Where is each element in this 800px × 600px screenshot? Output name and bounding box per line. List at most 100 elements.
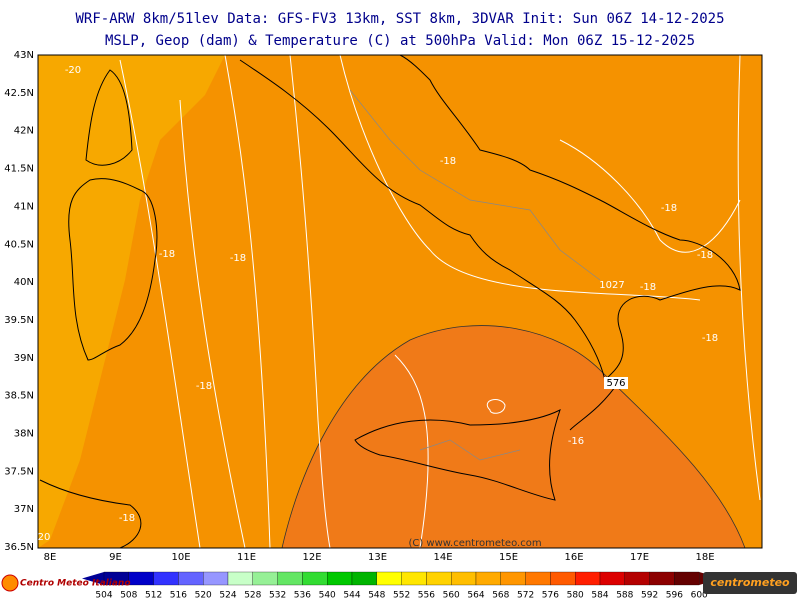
colorbar-label: 528	[244, 591, 261, 600]
colorbar-label: 524	[219, 591, 236, 600]
lon-label: 12E	[302, 552, 321, 563]
title-line1: WRF-ARW 8km/51lev Data: GFS-FV3 13km, SS…	[75, 11, 724, 27]
colorbar-swatch	[203, 571, 229, 586]
colorbar-swatch	[500, 571, 526, 586]
title-line2: MSLP, Geop (dam) & Temperature (C) at 50…	[105, 33, 695, 49]
colorbar-label: 532	[269, 591, 286, 600]
borders	[349, 89, 601, 461]
lat-label: 40N	[14, 277, 34, 288]
copyright: (C) www.centrometeo.com	[408, 538, 541, 549]
logo-left: Centro Meteo Italiano	[20, 579, 131, 589]
colorbar-swatch	[674, 571, 700, 586]
lat-label: 39N	[14, 353, 34, 364]
colorbar-swatch	[475, 571, 501, 586]
contour-label: -18	[640, 282, 656, 293]
colorbar-swatch	[426, 571, 452, 586]
lat-label: 40.5N	[4, 239, 34, 250]
colorbar-arrow	[82, 572, 104, 585]
colorbar-label: 592	[641, 591, 658, 600]
lon-label: 13E	[368, 552, 387, 563]
lon-label: 18E	[695, 552, 714, 563]
contour-label: -18	[230, 253, 246, 264]
colorbar-label: 576	[542, 591, 559, 600]
contour-label: -16	[568, 436, 584, 447]
colorbar-swatch	[178, 571, 204, 586]
contour-label: 576	[606, 378, 625, 389]
lon-label: 17E	[630, 552, 649, 563]
colorbar-swatch	[401, 571, 427, 586]
colorbar-swatch	[252, 571, 278, 586]
colorbar-label: 596	[666, 591, 683, 600]
lon-label: 10E	[171, 552, 190, 563]
colorbar-label: 544	[343, 591, 360, 600]
contour-label-box	[604, 377, 628, 389]
contour-label: -18	[697, 250, 713, 261]
map-frame	[37, 54, 763, 549]
colorbar-label: 552	[393, 591, 410, 600]
contours	[119, 54, 761, 549]
contour-label: -18	[661, 203, 677, 214]
colorbar-swatch	[376, 571, 402, 586]
colorbar-swatch	[128, 571, 154, 586]
colorbar-swatch	[227, 571, 253, 586]
colorbar-swatch	[351, 571, 377, 586]
logo-right-bg	[703, 572, 797, 594]
contour-label: -20	[65, 65, 81, 76]
lat-label: 41N	[14, 201, 34, 212]
colorbar-label: 588	[616, 591, 633, 600]
colorbar-label: 508	[120, 591, 137, 600]
colorbar-swatch	[649, 571, 675, 586]
lat-label: 37.5N	[4, 466, 34, 477]
colorbar-label: 504	[95, 591, 112, 600]
contour-label: 20	[38, 532, 51, 543]
colorbar-swatch	[550, 571, 576, 586]
lon-label: 14E	[433, 552, 452, 563]
contour-label: -18	[440, 156, 456, 167]
colorbar-label: 572	[517, 591, 534, 600]
lat-label: 42.5N	[4, 88, 34, 99]
lat-label: 38N	[14, 429, 34, 440]
colorbar-swatch	[575, 571, 601, 586]
contour-label: 1027	[599, 280, 624, 291]
colorbar-label: 516	[170, 591, 187, 600]
lon-label: 11E	[237, 552, 256, 563]
colorbar-label: 548	[368, 591, 385, 600]
colorbar-label: 556	[418, 591, 435, 600]
colorbar-swatch	[277, 571, 303, 586]
contour-label: -18	[119, 513, 135, 524]
contour-label: -18	[196, 381, 212, 392]
lon-label: 15E	[499, 552, 518, 563]
colorbar-swatch	[525, 571, 551, 586]
contour-label: -18	[159, 249, 175, 260]
colorbar-label: 536	[294, 591, 311, 600]
lat-label: 39.5N	[4, 315, 34, 326]
lon-label: 8E	[44, 552, 57, 563]
colorbar-swatch	[599, 571, 625, 586]
colorbar-label: 600	[691, 591, 708, 600]
colorbar-label: 584	[591, 591, 608, 600]
logo-right: centrometeo	[710, 576, 790, 589]
lat-label: 41.5N	[4, 164, 34, 175]
cold-region	[281, 325, 746, 549]
colorbar-swatch	[302, 571, 328, 586]
colorbar-label: 520	[195, 591, 212, 600]
colorbar-label: 512	[145, 591, 162, 600]
lat-label: 36.5N	[4, 542, 34, 553]
contour-label: -18	[702, 333, 718, 344]
lat-label: 43N	[14, 50, 34, 61]
warm-region	[38, 55, 225, 548]
lon-label: 16E	[564, 552, 583, 563]
colorbar-swatch	[624, 571, 650, 586]
lat-label: 38.5N	[4, 391, 34, 402]
colorbar-label: 568	[492, 591, 509, 600]
colorbar-swatch	[451, 571, 477, 586]
colorbar-label: 564	[467, 591, 484, 600]
colorbar-label: 540	[319, 591, 336, 600]
colorbar-label: 560	[443, 591, 460, 600]
map: (C) www.centrometeo.com	[38, 54, 762, 549]
lat-label: 42N	[14, 126, 34, 137]
lat-label: 37N	[14, 504, 34, 515]
colorbar-swatch	[327, 571, 353, 586]
lon-label: 9E	[109, 552, 122, 563]
